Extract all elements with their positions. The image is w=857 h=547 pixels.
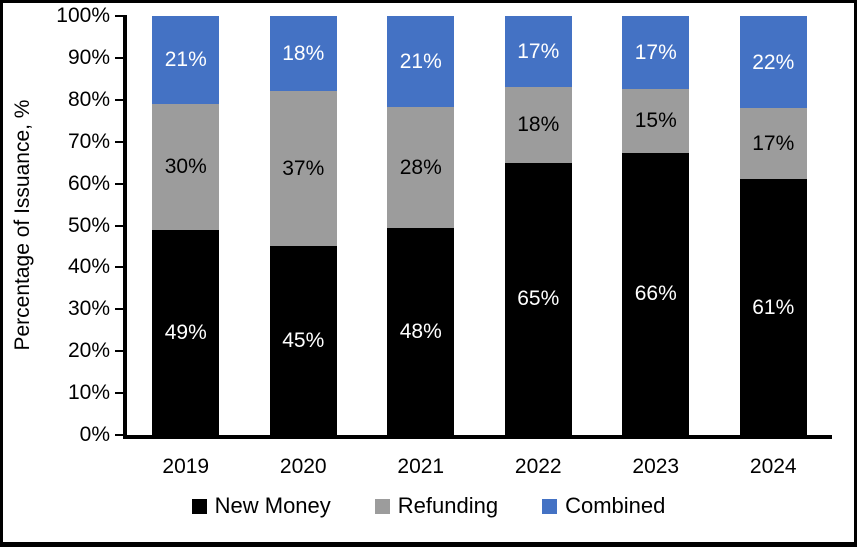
y-tick-label: 60% xyxy=(67,171,110,195)
legend-swatch xyxy=(191,498,207,514)
legend-item-refunding: Refunding xyxy=(374,493,499,519)
bar-segment-label: 17% xyxy=(752,132,795,156)
y-tick-label: 50% xyxy=(67,213,110,237)
bar-segment-label: 49% xyxy=(164,320,207,344)
bar-segment-label: 15% xyxy=(634,109,677,133)
y-tick-label: 90% xyxy=(67,45,110,69)
y-tick-mark xyxy=(115,308,127,311)
bar-2020: 18% 37% 45% xyxy=(269,16,337,435)
bar-slot-2022: 17% 18% 65% xyxy=(480,16,598,435)
x-axis-label: 2019 xyxy=(162,455,210,478)
bar-segment-refunding: 28% xyxy=(387,106,455,228)
bar-slot-2021: 21% 28% 48% xyxy=(362,16,480,436)
bar-segment-new-money: 45% xyxy=(269,246,337,435)
bar-slot-2020: 18% 37% 45% xyxy=(245,16,363,435)
bar-segment-refunding: 17% xyxy=(739,108,807,180)
legend-item-new-money: New Money xyxy=(191,493,331,519)
legend-swatch xyxy=(542,498,558,514)
bar-segment-label: 61% xyxy=(752,295,795,319)
legend-label: Combined xyxy=(565,493,666,518)
bar-segment-label: 21% xyxy=(164,48,207,72)
bar-segment-combined: 18% xyxy=(269,16,337,92)
bar-segment-label: 18% xyxy=(517,113,560,137)
x-axis-label: 2024 xyxy=(749,455,797,478)
bar-segment-new-money: 49% xyxy=(152,229,220,435)
bar-segment-refunding: 18% xyxy=(504,87,572,163)
y-tick-label: 80% xyxy=(67,87,110,111)
y-tick-label: 40% xyxy=(67,255,110,279)
y-axis-tick-marks xyxy=(115,15,127,436)
x-axis-label: 2020 xyxy=(279,455,327,478)
y-tick-mark xyxy=(115,350,127,353)
y-tick-mark xyxy=(115,224,127,227)
bar-slot-2023: 17% 15% 66% xyxy=(597,16,715,435)
bar-2023: 17% 15% 66% xyxy=(622,16,690,435)
bar-segment-combined: 21% xyxy=(387,16,455,107)
bar-segment-label: 66% xyxy=(634,282,677,306)
y-tick-mark xyxy=(115,98,127,101)
x-axis-label: 2022 xyxy=(514,455,562,478)
y-tick-label: 20% xyxy=(67,339,110,363)
legend-label: Refunding xyxy=(397,493,499,518)
bar-segment-label: 65% xyxy=(517,287,560,311)
bar-segment-label: 17% xyxy=(517,40,560,64)
bar-segment-label: 30% xyxy=(164,155,207,179)
y-tick-mark xyxy=(115,392,127,395)
bar-segment-label: 48% xyxy=(399,319,442,343)
bar-segment-new-money: 66% xyxy=(622,152,690,435)
bar-segment-combined: 21% xyxy=(152,16,220,104)
bar-segment-label: 37% xyxy=(282,157,325,181)
bar-slot-2024: 22% 17% 61% xyxy=(715,16,833,436)
y-tick-mark xyxy=(115,434,127,436)
bar-segment-refunding: 30% xyxy=(152,103,220,230)
y-tick-mark xyxy=(115,266,127,269)
bar-segment-combined: 17% xyxy=(622,16,690,89)
bar-segment-label: 17% xyxy=(634,40,677,64)
bar-segment-label: 45% xyxy=(282,329,325,353)
y-tick-label: 100% xyxy=(56,4,110,27)
legend-label: New Money xyxy=(214,493,331,518)
bar-segment-label: 21% xyxy=(399,49,442,73)
y-tick-label: 0% xyxy=(79,423,110,446)
y-tick-mark xyxy=(115,56,127,59)
bar-segment-label: 18% xyxy=(282,42,325,66)
bar-segment-label: 22% xyxy=(752,50,795,74)
legend-item-combined: Combined xyxy=(542,493,665,519)
bar-2024: 22% 17% 61% xyxy=(739,16,807,436)
bar-segment-label: 28% xyxy=(399,155,442,179)
bar-2021: 21% 28% 48% xyxy=(387,16,455,436)
x-axis-labels: 2019 2020 2021 2022 2023 2024 xyxy=(127,455,832,479)
legend-swatch xyxy=(374,498,390,514)
y-tick-label: 30% xyxy=(67,297,110,321)
plot-area: 21% 30% 49% 18% 37% 45% 21% 28% 48% 17% 18% 65% 17% 1… xyxy=(123,16,832,439)
x-axis-label: 2021 xyxy=(397,455,445,478)
y-tick-mark xyxy=(115,15,127,17)
bar-segment-new-money: 65% xyxy=(504,162,572,435)
bar-segment-combined: 17% xyxy=(504,16,572,88)
bar-2022: 17% 18% 65% xyxy=(504,16,572,435)
y-tick-label: 10% xyxy=(67,381,110,405)
bar-segment-refunding: 37% xyxy=(269,91,337,247)
bar-slot-2019: 21% 30% 49% xyxy=(127,16,245,435)
bar-segment-refunding: 15% xyxy=(622,88,690,153)
bar-2019: 21% 30% 49% xyxy=(152,16,220,435)
y-tick-mark xyxy=(115,182,127,185)
bar-segment-new-money: 48% xyxy=(387,227,455,436)
legend: New Money Refunding Combined xyxy=(3,493,854,519)
bar-segment-combined: 22% xyxy=(739,16,807,109)
bars-container: 21% 30% 49% 18% 37% 45% 21% 28% 48% 17% 18% 65% 17% 1… xyxy=(127,16,833,436)
y-tick-label: 70% xyxy=(67,129,110,153)
y-tick-mark xyxy=(115,140,127,143)
y-axis-tick-labels: 0% 10% 20% 30% 40% 50% 60% 70% 80% 90% 100% xyxy=(3,4,110,446)
bar-segment-new-money: 61% xyxy=(739,179,807,436)
x-axis-label: 2023 xyxy=(632,455,680,478)
